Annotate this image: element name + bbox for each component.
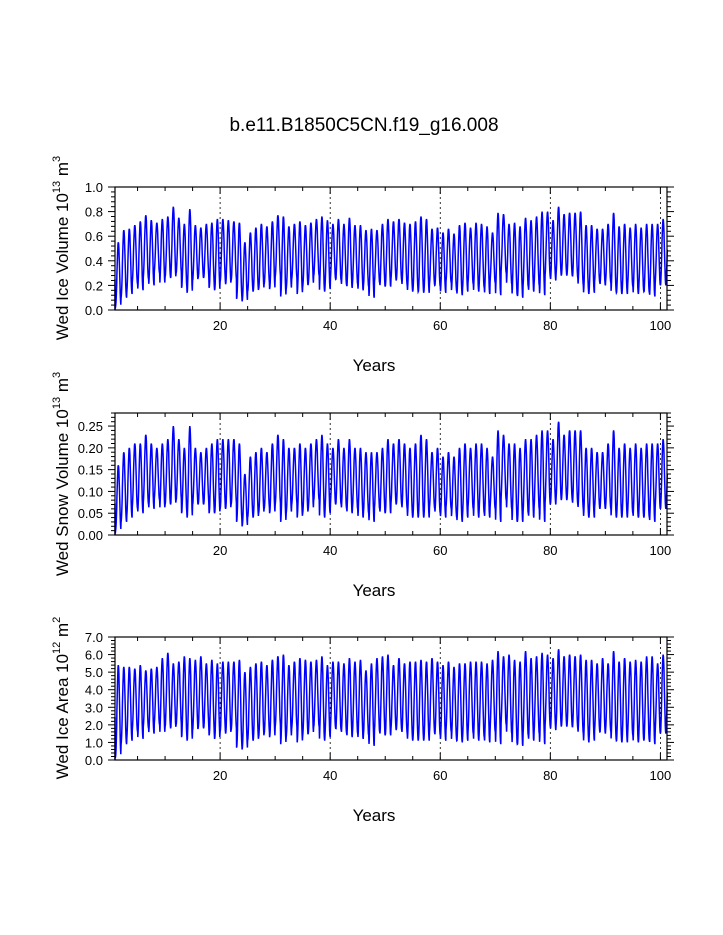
y-tick-label: 0.8 [85,205,103,220]
y-tick-label: 6.0 [85,648,103,663]
y-tick-label: 0.10 [78,484,103,499]
y-tick-label: 0.2 [85,278,103,293]
x-tick-label: 60 [433,768,447,783]
x-tick-label: 40 [323,768,337,783]
y-axis-label: Wed Snow Volume 1013 m3 [51,372,72,576]
x-tick-label: 40 [323,318,337,333]
x-tick-label: 60 [433,318,447,333]
y-tick-label: 0.20 [78,441,103,456]
y-tick-label: 0.4 [85,254,103,269]
x-tick-label: 20 [213,318,227,333]
x-tick-label: 100 [650,318,672,333]
y-tick-label: 1.0 [85,180,103,195]
x-tick-label: 80 [543,543,557,558]
figure-title: b.e11.B1850C5CN.f19_g16.008 [229,115,498,136]
y-tick-label: 0.0 [85,753,103,768]
plot-frame [114,636,668,761]
x-axis-label: Years [353,581,396,600]
x-tick-label: 20 [213,768,227,783]
y-tick-label: 0.6 [85,229,103,244]
y-tick-label: 0.05 [78,506,103,521]
x-axis-label: Years [353,356,396,375]
x-tick-label: 40 [323,543,337,558]
y-tick-label: 0.00 [78,528,103,543]
y-tick-label: 0.15 [78,463,103,478]
panel-2: 20 40 60 80 100 0.00 0.05 0.10 0.15 0.20 0.25 Years… [51,372,674,600]
y-tick-label: 5.0 [85,665,103,680]
series-line-wed-snow-volume [114,421,669,535]
y-tick-label: 2.0 [85,718,103,733]
x-axis-label: Years [353,806,396,825]
panels: 20 40 60 80 100 0.0 0.2 0.4 0.6 0.8 1.0 Years Wed Ic… [51,156,674,825]
x-tick-label: 80 [543,768,557,783]
y-tick-label: 4.0 [85,683,103,698]
y-tick-label: 3.0 [85,700,103,715]
series-line-wed-ice-volume [114,206,669,310]
y-tick-label: 7.0 [85,630,103,645]
x-tick-label: 60 [433,543,447,558]
x-tick-label: 20 [213,543,227,558]
plot-frame [114,186,668,311]
y-tick-label: 1.0 [85,735,103,750]
panel-3: 20 40 60 80 100 0.0 1.0 2.0 3.0 4.0 5.0 6.0 7.0 Years… [51,617,674,825]
y-tick-label: 0.0 [85,303,103,318]
x-tick-label: 100 [650,543,672,558]
series-line-wed-ice-area [114,649,669,760]
x-tick-label: 80 [543,318,557,333]
x-tick-label: 100 [650,768,672,783]
y-tick-label: 0.25 [78,419,103,434]
y-axis-label: Wed Ice Area 1012 m2 [51,617,72,780]
panel-1: 20 40 60 80 100 0.0 0.2 0.4 0.6 0.8 1.0 Years Wed Ic… [51,156,674,375]
y-axis-label: Wed Ice Volume 1013 m3 [51,156,72,340]
